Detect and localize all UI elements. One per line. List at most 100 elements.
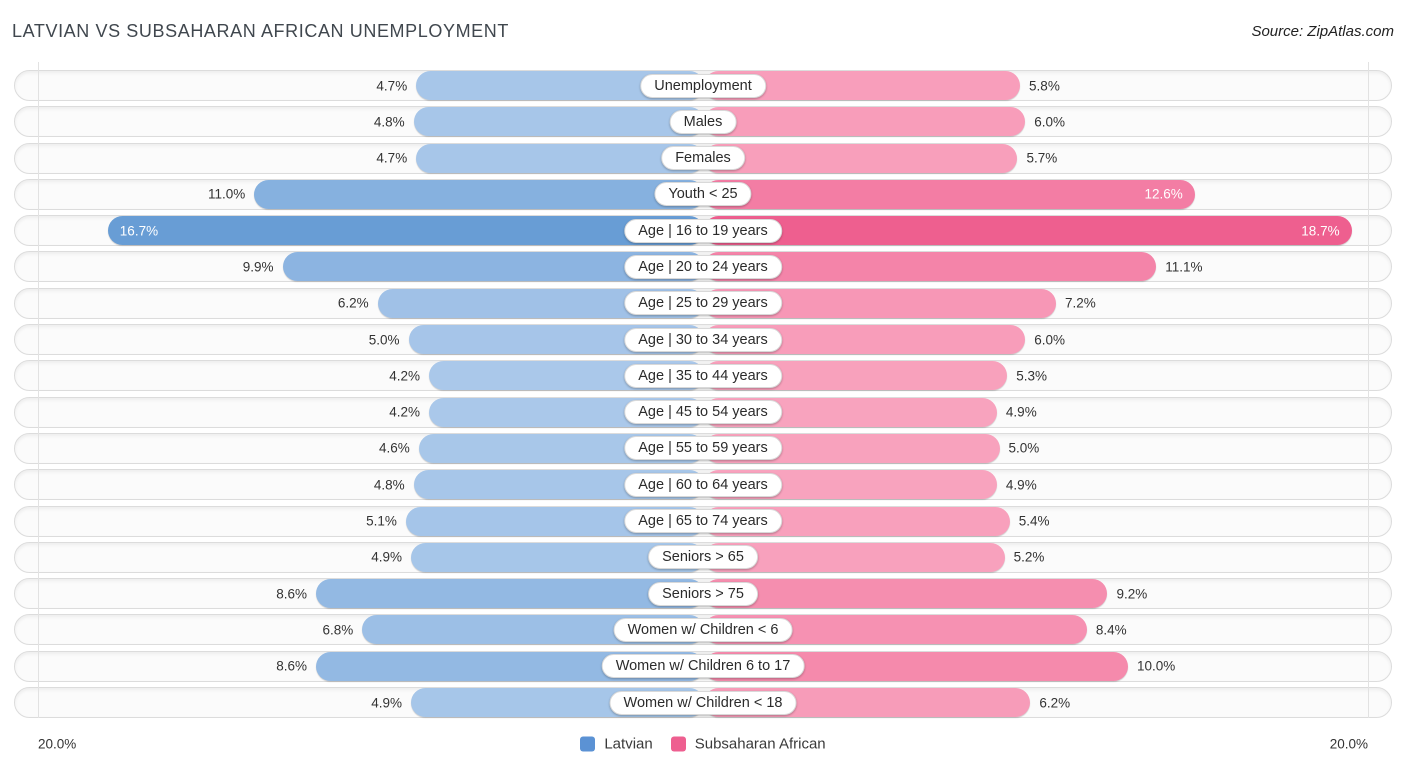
chart-row: 4.7% 5.8% Unemployment	[14, 70, 1392, 101]
latvian-value-label: 4.9%	[371, 549, 403, 565]
subsaharan-bar[interactable]	[704, 107, 1026, 137]
category-label: Seniors > 65	[648, 545, 758, 570]
legend-swatch-icon	[580, 736, 596, 752]
latvian-bar[interactable]	[315, 579, 704, 609]
chart-row: 4.8% 6.0% Males	[14, 106, 1392, 138]
subsaharan-value-label: 5.8%	[1029, 78, 1060, 93]
latvian-value-label: 5.0%	[368, 332, 400, 348]
category-label: Age | 20 to 24 years	[624, 254, 782, 279]
footer: 20.0% Latvian Subsaharan African 20.0%	[0, 727, 1406, 757]
subsaharan-value-label: 9.2%	[1116, 586, 1148, 602]
chart-row: 4.9% 5.2% Seniors > 65	[14, 541, 1392, 573]
chart-row: 4.7% 5.7% Females	[14, 142, 1392, 174]
chart-row: 5.1% 5.4% Age | 65 to 74 years	[14, 505, 1392, 537]
latvian-value-label: 4.2%	[389, 368, 421, 384]
category-label: Age | 25 to 29 years	[624, 291, 782, 316]
category-label: Age | 16 to 19 years	[624, 218, 782, 243]
subsaharan-value-label: 18.7%	[1301, 223, 1340, 239]
subsaharan-bar[interactable]	[704, 143, 1018, 173]
latvian-value-label: 9.9%	[242, 259, 274, 275]
category-label: Age | 65 to 74 years	[624, 509, 782, 534]
subsaharan-value-label: 8.4%	[1095, 622, 1127, 638]
latvian-value-label: 4.6%	[378, 440, 410, 456]
subsaharan-bar[interactable]	[704, 179, 1195, 209]
chart-row: 5.0% 6.0% Age | 30 to 34 years	[14, 324, 1392, 356]
category-label: Youth < 25	[654, 182, 752, 207]
chart-row: 9.9% 11.1% Age | 20 to 24 years	[14, 251, 1392, 283]
latvian-value-label: 4.8%	[373, 477, 405, 493]
latvian-value-label: 4.9%	[371, 695, 403, 711]
latvian-value-label: 4.2%	[389, 404, 421, 420]
chart-title: LATVIAN VS SUBSAHARAN AFRICAN UNEMPLOYME…	[12, 20, 509, 41]
latvian-value-label: 5.1%	[366, 513, 397, 529]
latvian-bar[interactable]	[107, 216, 704, 246]
category-label: Age | 35 to 44 years	[624, 363, 782, 388]
latvian-value-label: 4.7%	[376, 150, 408, 166]
legend-label: Subsaharan African	[694, 735, 826, 753]
subsaharan-value-label: 6.0%	[1034, 114, 1065, 130]
category-label: Age | 55 to 59 years	[624, 436, 782, 461]
category-label: Age | 30 to 34 years	[624, 327, 782, 352]
category-label: Women w/ Children < 18	[609, 690, 797, 715]
chart-row: 4.6% 5.0% Age | 55 to 59 years	[14, 432, 1392, 464]
latvian-bar[interactable]	[254, 179, 704, 209]
subsaharan-bar[interactable]	[704, 216, 1352, 246]
subsaharan-value-label: 11.1%	[1165, 259, 1203, 275]
left-axis-gridline	[38, 62, 39, 719]
latvian-value-label: 6.2%	[337, 295, 369, 311]
latvian-bar[interactable]	[416, 143, 704, 173]
subsaharan-value-label: 5.7%	[1026, 150, 1058, 166]
header: LATVIAN VS SUBSAHARAN AFRICAN UNEMPLOYME…	[0, 0, 1406, 62]
category-label: Age | 45 to 54 years	[624, 400, 782, 425]
subsaharan-value-label: 6.2%	[1039, 695, 1071, 711]
legend-label: Latvian	[604, 735, 653, 753]
subsaharan-value-label: 4.9%	[1005, 404, 1037, 420]
chart-row: 6.8% 8.4% Women w/ Children < 6	[14, 614, 1392, 646]
category-label: Males	[669, 109, 737, 134]
chart-row: 6.2% 7.2% Age | 25 to 29 years	[14, 287, 1392, 319]
subsaharan-bar[interactable]	[704, 579, 1108, 609]
subsaharan-value-label: 12.6%	[1144, 186, 1183, 202]
category-label: Age | 60 to 64 years	[624, 472, 782, 497]
category-label: Females	[661, 146, 745, 171]
subsaharan-value-label: 7.2%	[1065, 295, 1096, 311]
chart-row: 11.0% 12.6% Youth < 25	[14, 178, 1392, 210]
chart-area: 4.7% 5.8% Unemployment 4.8% 6.0% Males 4.7% 5.7…	[0, 62, 1406, 719]
chart-row: 4.2% 4.9% Age | 45 to 54 years	[14, 396, 1392, 428]
source-attribution: Source: ZipAtlas.com	[1251, 22, 1394, 40]
chart-row: 4.2% 5.3% Age | 35 to 44 years	[14, 360, 1392, 392]
legend-item: Subsaharan African	[670, 735, 826, 753]
subsaharan-value-label: 5.2%	[1013, 549, 1045, 565]
chart-row: 8.6% 9.2% Seniors > 75	[14, 578, 1392, 610]
latvian-value-label: 8.6%	[276, 586, 307, 602]
chart-rows: 4.7% 5.8% Unemployment 4.8% 6.0% Males 4.7% 5.7…	[14, 70, 1392, 719]
latvian-value-label: 8.6%	[276, 658, 307, 674]
subsaharan-value-label: 5.3%	[1016, 368, 1047, 384]
legend: Latvian Subsaharan African	[0, 736, 1406, 753]
latvian-value-label: 6.8%	[322, 622, 354, 638]
latvian-bar[interactable]	[413, 107, 704, 137]
left-axis-max-label: 20.0%	[38, 736, 77, 752]
category-label: Seniors > 75	[648, 581, 758, 606]
category-label: Women w/ Children 6 to 17	[601, 654, 805, 679]
subsaharan-value-label: 6.0%	[1034, 332, 1065, 348]
right-axis-max-label: 20.0%	[1329, 736, 1368, 752]
subsaharan-value-label: 5.4%	[1018, 513, 1050, 529]
category-label: Women w/ Children < 6	[613, 617, 793, 642]
latvian-value-label: 4.8%	[373, 114, 405, 130]
subsaharan-value-label: 4.9%	[1005, 477, 1037, 493]
subsaharan-value-label: 5.0%	[1008, 440, 1040, 456]
chart-row: 16.7% 18.7% Age | 16 to 19 years	[14, 215, 1392, 247]
chart-row: 4.9% 6.2% Women w/ Children < 18	[14, 687, 1392, 719]
latvian-value-label: 16.7%	[119, 223, 159, 239]
right-axis-gridline	[1368, 62, 1369, 719]
latvian-value-label: 4.7%	[376, 78, 408, 93]
chart-row: 8.6% 10.0% Women w/ Children 6 to 17	[14, 650, 1392, 682]
subsaharan-value-label: 10.0%	[1137, 658, 1176, 674]
latvian-value-label: 11.0%	[208, 186, 246, 202]
legend-swatch-icon	[670, 736, 686, 752]
legend-item: Latvian	[580, 735, 653, 753]
chart-row: 4.8% 4.9% Age | 60 to 64 years	[14, 469, 1392, 501]
category-label: Unemployment	[640, 73, 766, 98]
